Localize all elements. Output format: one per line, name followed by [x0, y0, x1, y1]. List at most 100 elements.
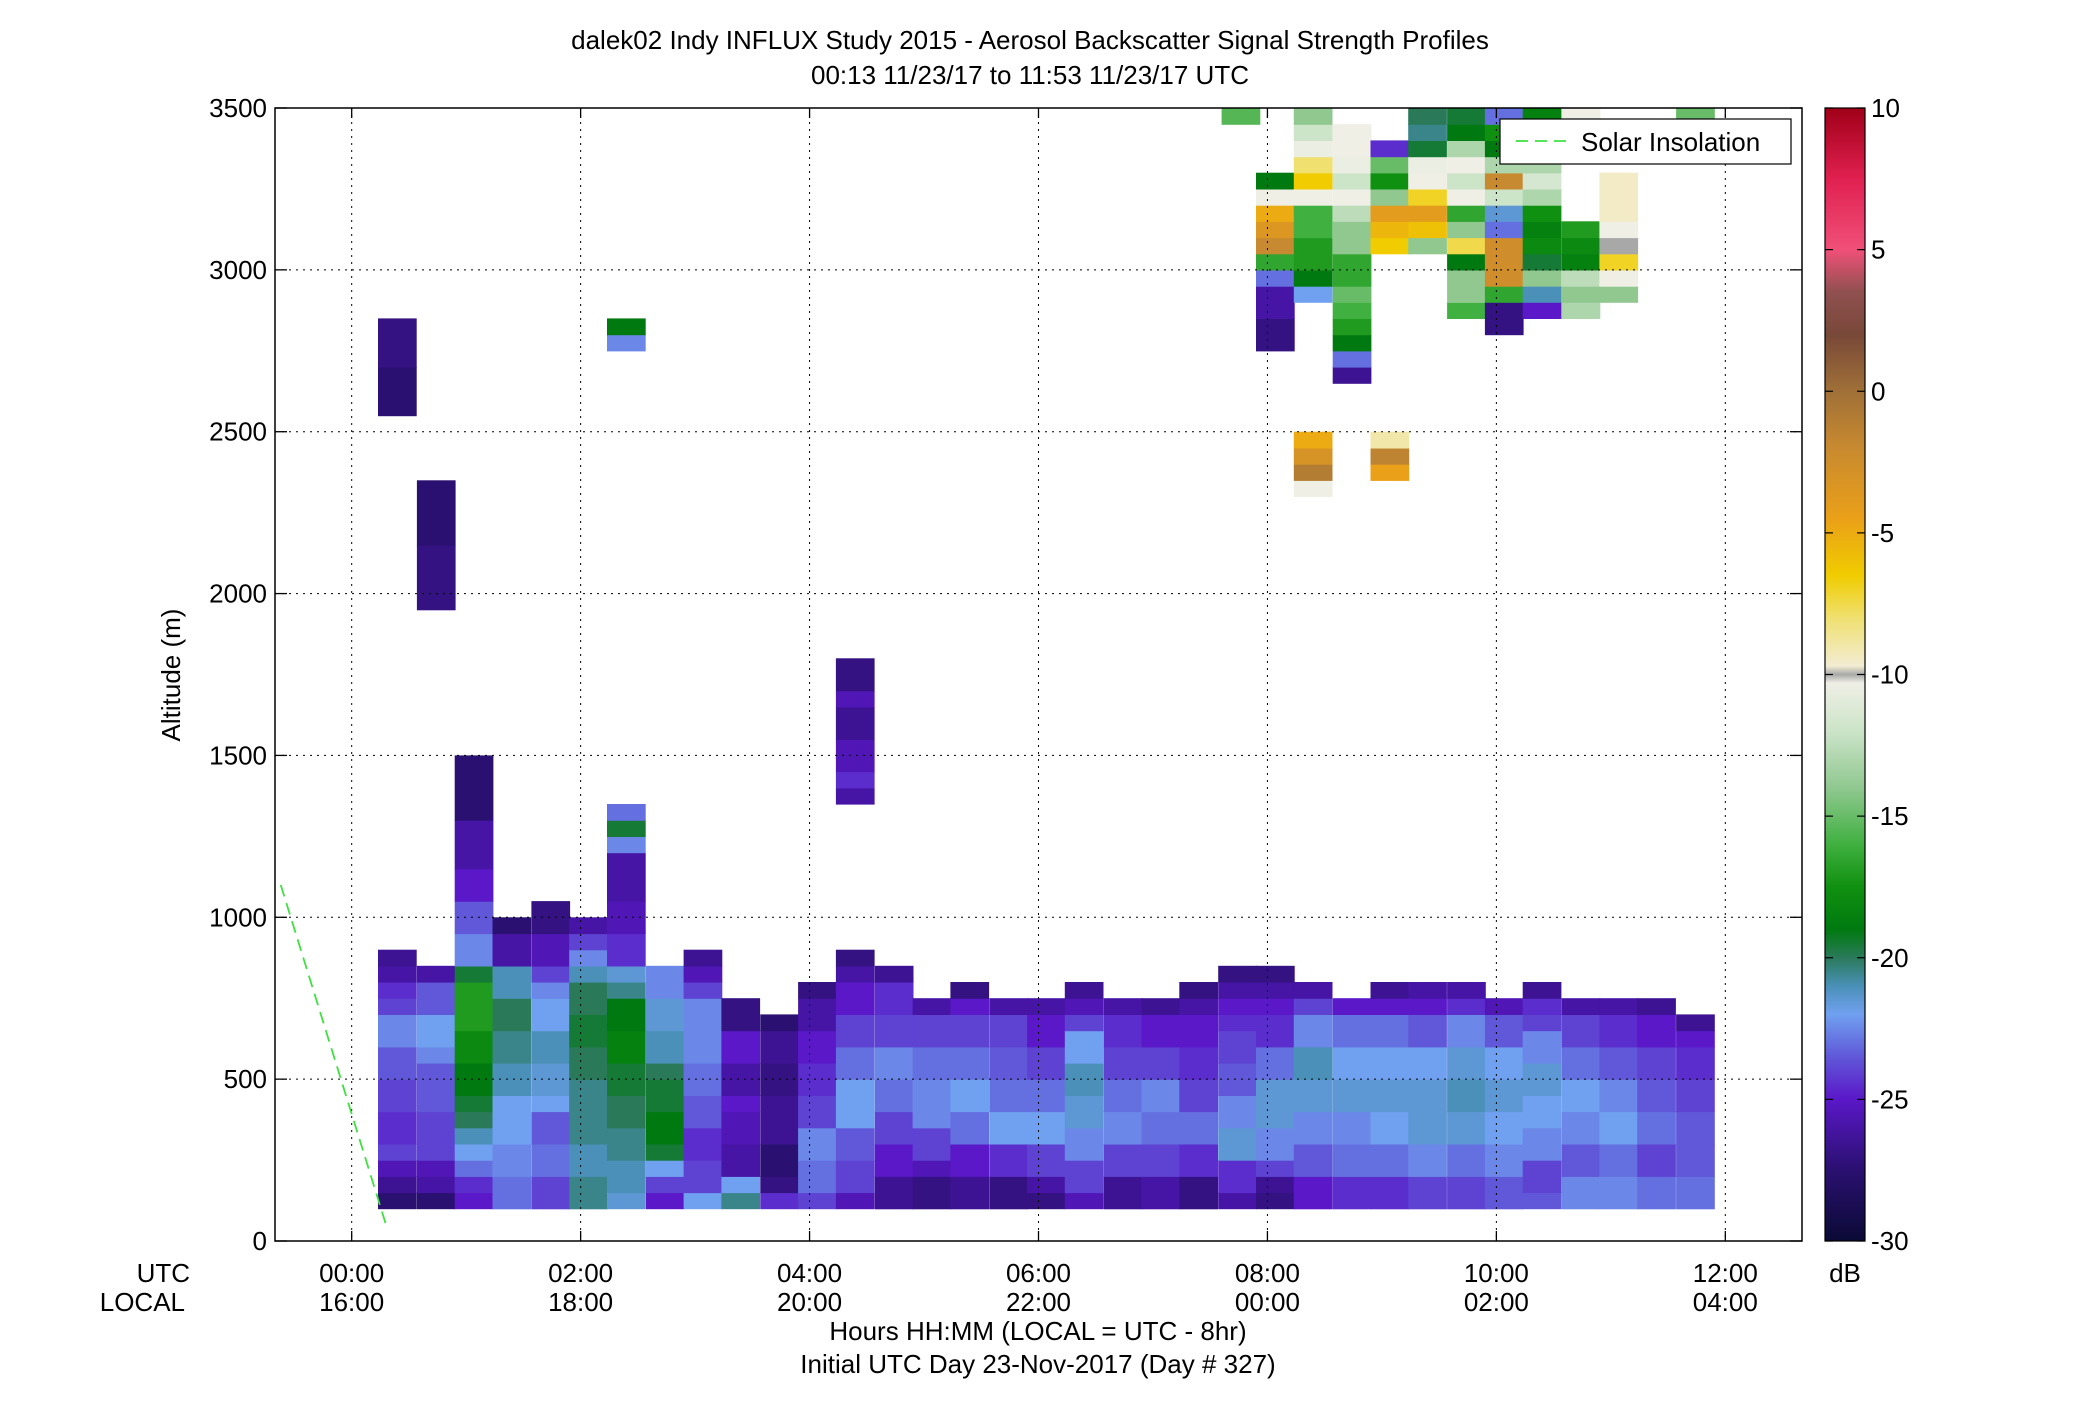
heatmap-cell	[1484, 237, 1524, 287]
heatmap-cell	[1256, 982, 1295, 999]
heatmap-cell	[683, 982, 723, 999]
heatmap-cell	[1484, 998, 1524, 1015]
heatmap-cell	[1103, 998, 1143, 1015]
heatmap-cell	[1256, 237, 1295, 255]
heatmap-cell	[378, 1046, 417, 1080]
heatmap-cell	[1408, 124, 1447, 141]
heatmap-cell	[1637, 998, 1676, 1015]
heatmap-cell	[1221, 108, 1261, 125]
heatmap-cell	[1522, 1160, 1562, 1194]
heatmap-cell	[1293, 124, 1333, 141]
heatmap-cell	[1293, 1079, 1333, 1113]
heatmap-cell	[1027, 1111, 1066, 1145]
x-tick-label-local: 22:00	[1006, 1287, 1071, 1317]
heatmap-cell	[1218, 982, 1257, 999]
heatmap-cell	[1484, 1176, 1524, 1210]
heatmap-cell	[1447, 253, 1486, 271]
heatmap-cell	[378, 1176, 417, 1194]
heatmap-cell	[798, 998, 837, 1032]
heatmap-cell	[607, 804, 646, 821]
heatmap-cell	[378, 1079, 417, 1113]
heatmap-cell	[874, 1079, 914, 1113]
heatmap-cell	[912, 1079, 952, 1129]
heatmap-cell	[1218, 1095, 1257, 1129]
heatmap-cell	[950, 1143, 990, 1177]
heatmap-cell	[454, 1111, 494, 1129]
heatmap-cell	[1484, 1143, 1524, 1177]
heatmap-cell	[1408, 1143, 1447, 1177]
heatmap-cell	[416, 1192, 456, 1210]
heatmap-cell	[645, 965, 685, 999]
heatmap-cell	[1370, 982, 1410, 999]
heatmap-cell	[1370, 464, 1410, 481]
heatmap-cell	[1027, 1176, 1066, 1194]
heatmap-cell	[912, 1046, 952, 1080]
heatmap-cell	[1599, 253, 1639, 271]
heatmap-cell	[1218, 1192, 1257, 1210]
colorbar-tick-label: 10	[1871, 93, 1900, 123]
heatmap-cell	[569, 917, 608, 935]
plot-area	[274, 107, 1803, 1242]
heatmap-cell	[1293, 140, 1333, 158]
colorbar-tick-label: -20	[1871, 943, 1909, 973]
heatmap-cell	[1218, 1160, 1257, 1194]
y-tick-label: 3000	[209, 255, 267, 285]
heatmap-cell	[1332, 188, 1372, 206]
local-row-label: LOCAL	[100, 1287, 185, 1317]
heatmap-cell	[1599, 1014, 1639, 1048]
heatmap-cell	[1179, 1176, 1218, 1210]
heatmap-cell	[1293, 1014, 1333, 1048]
heatmap-cell	[683, 1160, 723, 1194]
heatmap-cell	[1103, 1079, 1143, 1113]
heatmap-cell	[683, 1192, 723, 1210]
heatmap-cell	[721, 1111, 761, 1145]
heatmap-cell	[1561, 1046, 1601, 1080]
heatmap-cell	[1447, 1046, 1486, 1080]
heatmap-cell	[835, 739, 875, 773]
heatmap-cell	[760, 1014, 799, 1032]
heatmap-cell	[1599, 269, 1639, 287]
heatmap-cell	[874, 1014, 914, 1048]
heatmap-cell	[1561, 269, 1601, 287]
heatmap-cell	[1522, 1127, 1562, 1161]
colorbar-tick-label: -15	[1871, 801, 1909, 831]
x-tick-label-utc: 10:00	[1464, 1258, 1529, 1288]
heatmap-cell	[607, 1095, 646, 1129]
heatmap-cell	[1332, 1014, 1372, 1048]
heatmap-cell	[1293, 108, 1333, 125]
chart-subtitle: 00:13 11/23/17 to 11:53 11/23/17 UTC	[811, 60, 1249, 90]
heatmap-cell	[1218, 965, 1257, 983]
utc-row-label: UTC	[137, 1258, 190, 1288]
heatmap-cell	[645, 1079, 685, 1113]
heatmap-cell	[1599, 237, 1639, 255]
heatmap-cell	[454, 820, 494, 870]
x-tick-label-utc: 12:00	[1693, 1258, 1758, 1288]
chart-title: dalek02 Indy INFLUX Study 2015 - Aerosol…	[571, 25, 1489, 55]
heatmap-cell	[1179, 1079, 1218, 1113]
x-tick-label-local: 02:00	[1464, 1287, 1529, 1317]
heatmap-cell	[1561, 221, 1601, 239]
heatmap-cell	[645, 1160, 685, 1177]
heatmap-cell	[1332, 350, 1372, 368]
heatmap-cell	[1561, 286, 1601, 303]
heatmap-cell	[607, 998, 646, 1032]
heatmap-cell	[683, 998, 723, 1032]
heatmap-cell	[1447, 237, 1486, 255]
heatmap-cell	[1447, 124, 1486, 141]
heatmap-cell	[1332, 1046, 1372, 1080]
heatmap-cell	[492, 1030, 532, 1064]
heatmap-cell	[1561, 253, 1601, 271]
heatmap-cell	[607, 836, 646, 854]
heatmap-cell	[1370, 1143, 1410, 1177]
heatmap-cell	[1522, 221, 1562, 239]
heatmap-cell	[1522, 237, 1562, 255]
heatmap-cell	[645, 1030, 685, 1064]
heatmap-cell	[1408, 1079, 1447, 1113]
heatmap-cell	[1293, 172, 1333, 190]
heatmap-cell	[1447, 205, 1486, 222]
heatmap-cell	[1179, 1014, 1218, 1048]
heatmap-cell	[1256, 1046, 1295, 1080]
colorbar-tick-label: -5	[1871, 518, 1894, 548]
heatmap-cell	[1408, 1111, 1447, 1145]
heatmap-cell	[1408, 1176, 1447, 1210]
